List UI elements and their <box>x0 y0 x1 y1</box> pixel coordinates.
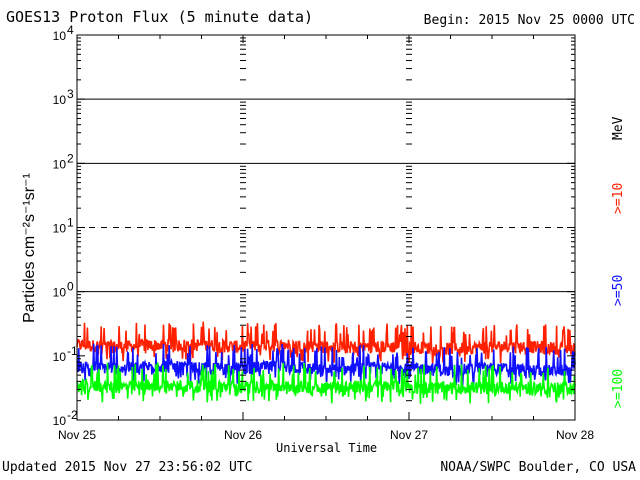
y-tick-label: 10 <box>53 157 67 171</box>
y-tick-exponent: 1 <box>67 216 74 230</box>
y-tick-label: 10 <box>53 93 67 107</box>
legend-unit: MeV <box>611 116 626 140</box>
y-tick-exponent: 3 <box>67 87 74 101</box>
series-line-0 <box>76 321 576 365</box>
legend-ge100: >=100 <box>611 368 626 408</box>
credit-text: NOAA/SWPC Boulder, CO USA <box>440 460 636 475</box>
x-tick-label: Nov 28 <box>556 428 594 442</box>
y-tick-label: 10 <box>53 222 67 236</box>
y-tick-exponent: -2 <box>67 408 78 422</box>
legend-ge50: >=50 <box>611 274 626 306</box>
y-tick-exponent: 0 <box>67 280 74 294</box>
y-tick-label: 10 <box>53 414 67 428</box>
y-tick-exponent: 2 <box>67 151 74 165</box>
y-tick-label: 10 <box>53 29 67 43</box>
y-tick-exponent: 4 <box>67 23 74 37</box>
updated-timestamp: Updated 2015 Nov 27 23:56:02 UTC <box>2 460 253 475</box>
y-axis-label: Particles cm⁻²s⁻¹sr⁻¹ <box>21 173 38 323</box>
x-tick-label: Nov 26 <box>224 428 262 442</box>
x-tick-label: Nov 27 <box>390 428 428 442</box>
y-tick-label: 10 <box>53 286 67 300</box>
x-tick-label: Nov 25 <box>58 428 96 442</box>
legend-ge10: >=10 <box>611 182 626 214</box>
begin-timestamp: Begin: 2015 Nov 25 0000 UTC <box>423 13 635 28</box>
chart-title: GOES13 Proton Flux (5 minute data) <box>6 8 314 26</box>
y-tick-exponent: -1 <box>67 344 78 358</box>
x-axis-label: Universal Time <box>276 441 378 455</box>
series-line-2 <box>76 362 576 404</box>
y-tick-label: 10 <box>53 350 67 364</box>
